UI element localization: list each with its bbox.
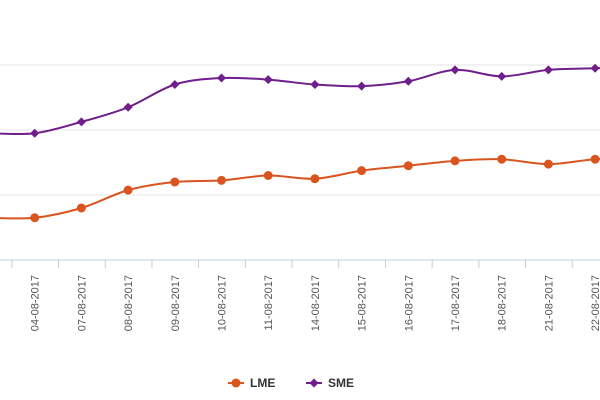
data-point-sme[interactable] xyxy=(30,128,40,138)
data-point-sme[interactable] xyxy=(217,73,226,83)
data-point-sme[interactable] xyxy=(543,65,553,75)
data-point-sme[interactable] xyxy=(123,102,133,112)
data-point-sme[interactable] xyxy=(497,71,507,81)
x-tick-label: 09-08-2017 xyxy=(170,275,182,331)
data-point-lme[interactable] xyxy=(590,154,600,164)
gridlines xyxy=(0,64,600,196)
x-tick-label: 18-08-2017 xyxy=(497,275,509,331)
data-point-sme[interactable] xyxy=(310,80,320,89)
data-point-sme[interactable] xyxy=(590,63,600,73)
data-point-lme[interactable] xyxy=(217,175,226,185)
x-tick-label: 21-08-2017 xyxy=(543,275,555,331)
data-point-lme[interactable] xyxy=(403,161,413,171)
x-tick-label: 16-08-2017 xyxy=(403,275,415,331)
data-point-lme[interactable] xyxy=(357,166,367,176)
series-line-lme xyxy=(0,157,600,220)
data-point-sme[interactable] xyxy=(357,81,367,91)
legend-label-lme: LME xyxy=(250,376,275,390)
x-tick-label: 15-08-2017 xyxy=(357,275,369,331)
x-tick-label: 14-08-2017 xyxy=(310,275,322,331)
data-point-lme[interactable] xyxy=(310,174,320,184)
x-tick-label: 08-08-2017 xyxy=(123,275,135,331)
data-point-lme[interactable] xyxy=(450,156,460,166)
legend-item-lme[interactable]: LME xyxy=(228,376,275,390)
x-axis-ticks xyxy=(11,260,573,268)
legend-label-sme: SME xyxy=(328,376,354,390)
series-points xyxy=(30,63,600,223)
x-axis-tick-labels: 04-08-2017 07-08-2017 08-08-2017 09-08-2017… xyxy=(30,275,600,331)
series-line-sme xyxy=(0,67,600,136)
data-point-sme[interactable] xyxy=(76,117,86,127)
x-tick-label: 07-08-2017 xyxy=(76,275,88,331)
data-point-lme[interactable] xyxy=(76,203,86,213)
data-point-sme[interactable] xyxy=(403,76,413,86)
x-tick-label: 11-08-2017 xyxy=(263,275,275,330)
data-point-sme[interactable] xyxy=(170,80,180,89)
legend-item-sme[interactable]: SME xyxy=(306,376,354,390)
series-lines xyxy=(0,67,600,220)
legend-marker-sme xyxy=(309,378,319,388)
data-point-lme[interactable] xyxy=(123,185,133,195)
data-point-lme[interactable] xyxy=(30,213,40,223)
data-point-lme[interactable] xyxy=(543,159,553,169)
x-tick-label: 04-08-2017 xyxy=(30,275,42,331)
x-tick-label: 17-08-2017 xyxy=(450,275,462,331)
data-point-sme[interactable] xyxy=(263,75,273,85)
legend-marker-lme xyxy=(231,378,241,388)
data-point-lme[interactable] xyxy=(497,154,507,164)
data-point-lme[interactable] xyxy=(263,171,273,180)
x-tick-label: 10-08-2017 xyxy=(217,275,229,331)
data-point-sme[interactable] xyxy=(450,65,460,75)
legend[interactable]: LME SME xyxy=(228,376,354,390)
data-point-lme[interactable] xyxy=(170,177,180,187)
x-tick-label: 22-08-2017 xyxy=(590,275,600,331)
